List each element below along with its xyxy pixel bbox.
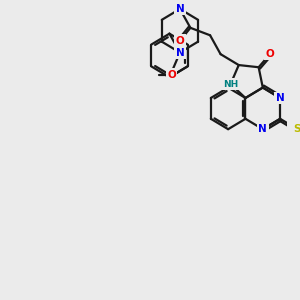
Text: N: N	[276, 93, 284, 103]
Text: NH: NH	[223, 80, 238, 88]
Text: O: O	[167, 70, 176, 80]
Text: N: N	[176, 47, 184, 58]
Text: O: O	[266, 49, 274, 59]
Text: S: S	[293, 124, 300, 134]
Text: O: O	[176, 36, 184, 46]
Text: N: N	[258, 124, 267, 134]
Text: N: N	[176, 4, 184, 14]
Text: N: N	[176, 4, 184, 14]
